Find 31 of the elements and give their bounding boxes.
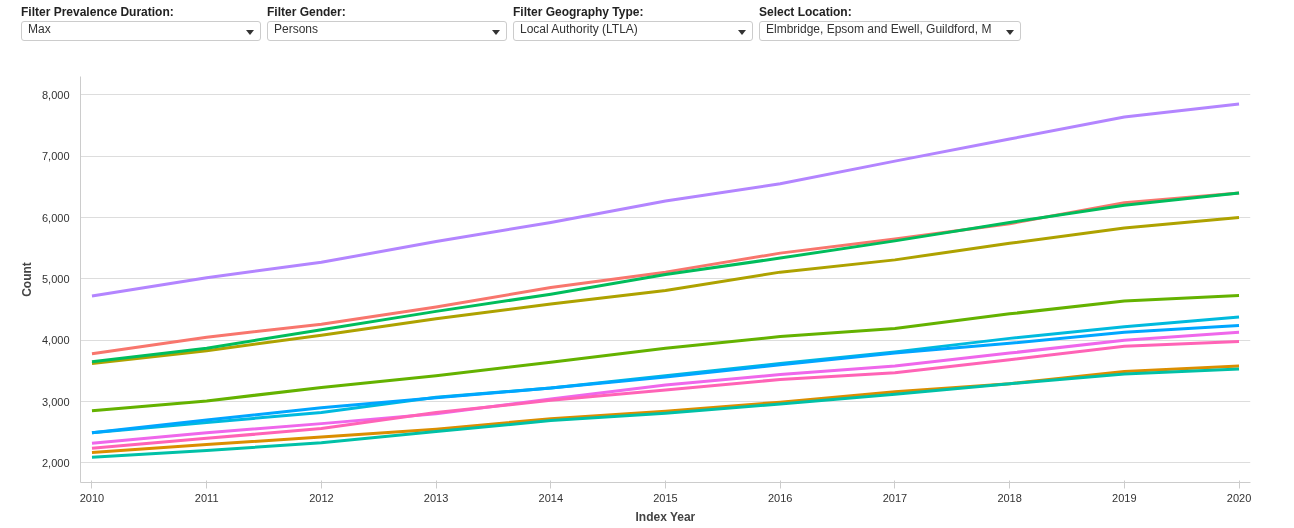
x-tick-label: 2020 bbox=[1226, 491, 1252, 504]
line-series bbox=[90, 216, 1241, 366]
text: Select Location: bbox=[759, 5, 853, 21]
x-tick-label: 2018 bbox=[997, 491, 1022, 504]
x-tick-label: 2011 bbox=[194, 491, 219, 504]
y-tick-label: 3,000 bbox=[41, 395, 70, 408]
y-tick-label: 2,000 bbox=[41, 456, 70, 469]
x-tick-label: 2013 bbox=[423, 491, 449, 504]
x-tick-label: 2010 bbox=[79, 491, 105, 504]
line-series bbox=[90, 293, 1241, 413]
text: Filter Gender: bbox=[267, 5, 347, 21]
y-tick-label: 8,000 bbox=[41, 88, 70, 101]
y-tick-label: 5,000 bbox=[41, 272, 70, 285]
x-tick-label: 2014 bbox=[538, 491, 564, 504]
text: Local Authority (LTLA) bbox=[520, 22, 638, 36]
y-axis-title: Count bbox=[19, 262, 34, 297]
text: Filter Prevalence Duration: bbox=[21, 5, 175, 21]
y-tick-label: 7,000 bbox=[41, 150, 70, 163]
text: Max bbox=[28, 22, 51, 36]
text: Elmbridge, Epsom and Ewell, Guildford, M bbox=[766, 22, 992, 36]
x-tick-label: 2019 bbox=[1112, 491, 1137, 504]
y-tick-label: 4,000 bbox=[41, 334, 70, 347]
y-tick-label: 6,000 bbox=[41, 211, 70, 224]
text: Filter Geography Type: bbox=[513, 5, 645, 21]
line-series bbox=[90, 102, 1241, 298]
x-tick-label: 2016 bbox=[767, 491, 793, 504]
x-tick-label: 2015 bbox=[653, 491, 678, 504]
x-axis-title: Index Year bbox=[635, 509, 696, 524]
x-tick-label: 2012 bbox=[309, 491, 334, 504]
text: Persons bbox=[274, 22, 319, 36]
x-tick-label: 2017 bbox=[882, 491, 908, 504]
